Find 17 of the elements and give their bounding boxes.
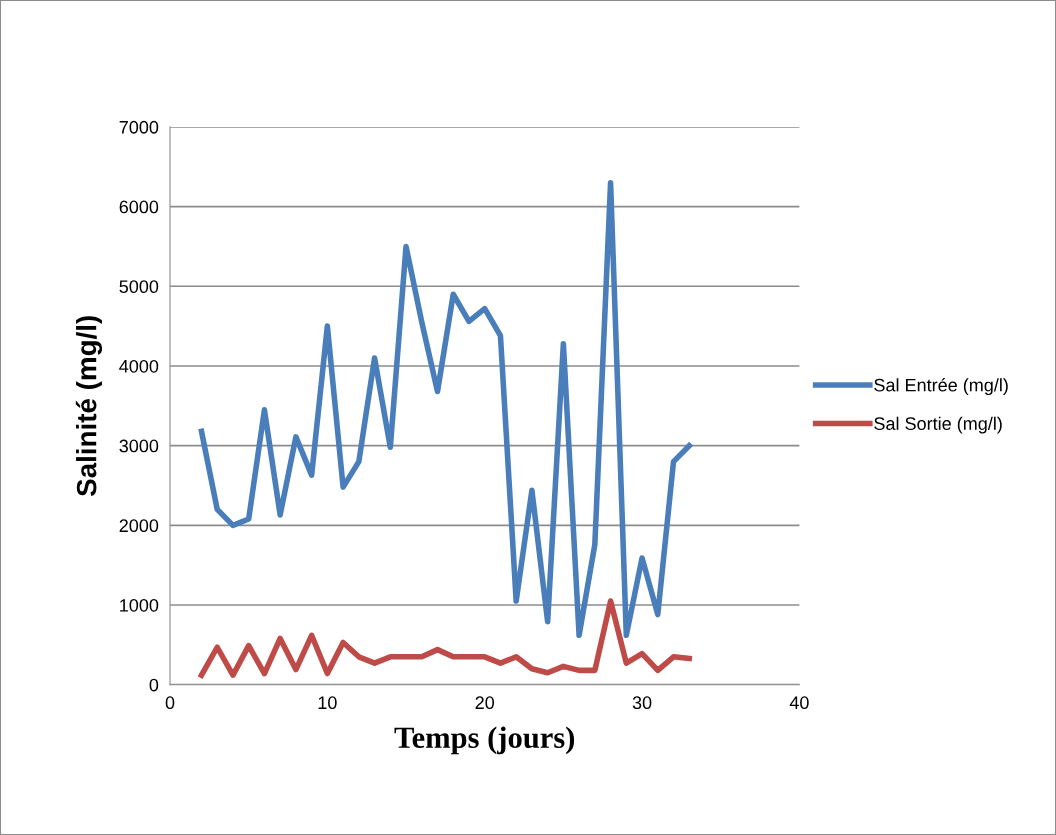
- x-tick-label: 10: [318, 696, 337, 710]
- y-tick-label: 0: [149, 678, 159, 692]
- legend-label: Sal Entrée (mg/l): [874, 378, 1008, 396]
- y-tick-label: 4000: [119, 359, 159, 373]
- x-tick-label: 0: [165, 696, 175, 710]
- y-tick-label: 5000: [119, 280, 159, 294]
- y-tick-label: 2000: [119, 519, 159, 533]
- x-tick-label: 40: [789, 696, 809, 710]
- y-tick-label: 7000: [119, 120, 159, 134]
- y-tick-label: 3000: [119, 439, 159, 453]
- x-tick-label: 30: [632, 696, 652, 710]
- legend-label: Sal Sortie (mg/l): [874, 416, 1002, 434]
- y-tick-label: 1000: [120, 598, 159, 612]
- y-axis-title: Salinité (mg/l): [75, 316, 103, 497]
- y-tick-label: 6000: [119, 200, 159, 214]
- x-axis-title: Temps (jours): [394, 726, 575, 755]
- x-tick-label: 20: [475, 696, 495, 710]
